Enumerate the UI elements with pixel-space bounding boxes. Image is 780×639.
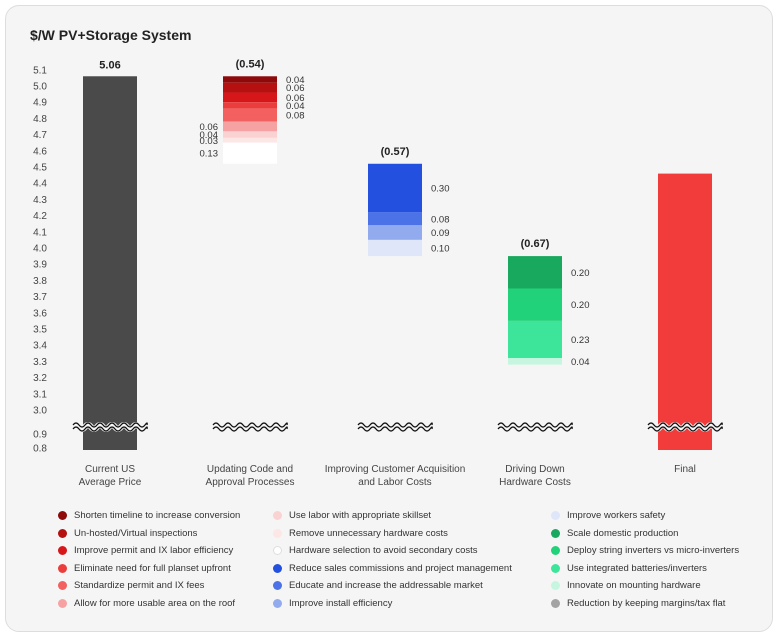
- y-tick-label: 4.0: [33, 244, 47, 255]
- axis-break-gap: [645, 422, 726, 432]
- category-label: Approval Processes: [206, 477, 295, 488]
- axis-break-squiggle: [647, 422, 723, 428]
- y-tick-label: 0.9: [33, 430, 47, 441]
- segment-label: 0.04: [571, 357, 590, 368]
- y-tick-label: 4.5: [33, 163, 47, 174]
- start-bar: [83, 76, 137, 450]
- y-tick-label: 4.3: [33, 195, 47, 206]
- axis-break-squiggle: [647, 426, 723, 432]
- category-label: Average Price: [79, 477, 142, 488]
- bar-segment: [223, 142, 277, 164]
- y-tick-label: 3.6: [33, 308, 47, 319]
- total-label: (0.54): [236, 58, 265, 70]
- y-tick-label: 4.1: [33, 227, 47, 238]
- axis-break-gap: [495, 422, 576, 432]
- y-tick-label: 3.0: [33, 406, 47, 417]
- bar-segment: [508, 288, 562, 321]
- y-tick-label: 4.7: [33, 130, 47, 141]
- category-label: Driving Down: [505, 464, 564, 475]
- axis-break-squiggle: [357, 426, 433, 432]
- segment-label: 0.10: [431, 244, 450, 255]
- bar-segment: [223, 82, 277, 93]
- axis-break-squiggle: [72, 426, 148, 432]
- segment-label: 0.30: [431, 184, 450, 195]
- segment-label: 0.20: [571, 268, 590, 279]
- y-tick-label: 3.4: [33, 341, 47, 352]
- axis-break-gap: [70, 422, 151, 432]
- bar-segment: [508, 358, 562, 365]
- category-label: Current US: [85, 464, 135, 475]
- total-label: (0.67): [521, 238, 550, 250]
- segment-label: 0.04: [286, 75, 305, 86]
- axis-break-squiggle: [72, 422, 148, 428]
- bar-segment: [223, 76, 277, 83]
- y-tick-label: 3.9: [33, 260, 47, 271]
- y-tick-label: 0.8: [33, 444, 47, 455]
- y-tick-label: 4.8: [33, 114, 47, 125]
- bar-segment: [368, 212, 422, 226]
- axis-break-gap: [210, 422, 291, 432]
- y-tick-label: 3.8: [33, 276, 47, 287]
- y-tick-label: 4.6: [33, 146, 47, 157]
- bar-segment: [223, 108, 277, 122]
- axis-break-squiggle: [357, 422, 433, 428]
- bar-segment: [508, 320, 562, 359]
- segment-label: 0.06: [286, 83, 305, 94]
- axis-break-gap: [355, 422, 436, 432]
- bar-segment: [223, 137, 277, 143]
- segment-label: 0.04: [286, 101, 305, 112]
- chart-title: $/W PV+Storage System: [30, 27, 192, 43]
- y-tick-label: 3.1: [33, 389, 47, 400]
- bar-segment: [223, 92, 277, 103]
- bar-segment: [368, 225, 422, 240]
- segment-label: 0.06: [200, 122, 219, 133]
- bar-segment: [223, 131, 277, 138]
- y-tick-label: 3.5: [33, 325, 47, 336]
- segment-label: 0.20: [571, 300, 590, 311]
- segment-label: 0.06: [286, 93, 305, 104]
- y-tick-label: 4.2: [33, 211, 47, 222]
- category-label: and Labor Costs: [358, 477, 431, 488]
- y-tick-label: 3.3: [33, 357, 47, 368]
- total-label: 5.06: [99, 59, 120, 71]
- y-tick-label: 5.1: [33, 65, 47, 76]
- y-tick-label: 4.9: [33, 98, 47, 109]
- axis-break-squiggle: [212, 422, 288, 428]
- bar-segment: [368, 163, 422, 213]
- category-label: Final: [674, 464, 696, 475]
- y-tick-label: 3.7: [33, 292, 47, 303]
- category-label: Hardware Costs: [499, 477, 571, 488]
- bar-segment: [368, 239, 422, 257]
- segment-label: 0.23: [571, 335, 590, 346]
- category-label: Improving Customer Acquisition: [325, 464, 466, 475]
- segment-label: 0.08: [286, 111, 305, 122]
- y-tick-label: 3.2: [33, 373, 47, 384]
- axis-break-squiggle: [212, 426, 288, 432]
- bar-segment: [508, 256, 562, 289]
- segment-label: 0.08: [431, 214, 450, 225]
- bar-segment: [223, 102, 277, 109]
- axis-break-squiggle: [497, 426, 573, 432]
- bar-segment: [658, 173, 712, 450]
- total-label: (0.57): [381, 146, 410, 158]
- segment-label: 0.09: [431, 228, 450, 239]
- axis-break-squiggle: [497, 422, 573, 428]
- bar-segment: [223, 121, 277, 132]
- segment-label: 0.03: [200, 136, 219, 147]
- y-tick-label: 5.0: [33, 82, 47, 93]
- y-tick-label: 4.4: [33, 179, 47, 190]
- segment-label: 0.13: [200, 149, 219, 160]
- category-label: Updating Code and: [207, 464, 293, 475]
- segment-label: 0.04: [200, 130, 219, 141]
